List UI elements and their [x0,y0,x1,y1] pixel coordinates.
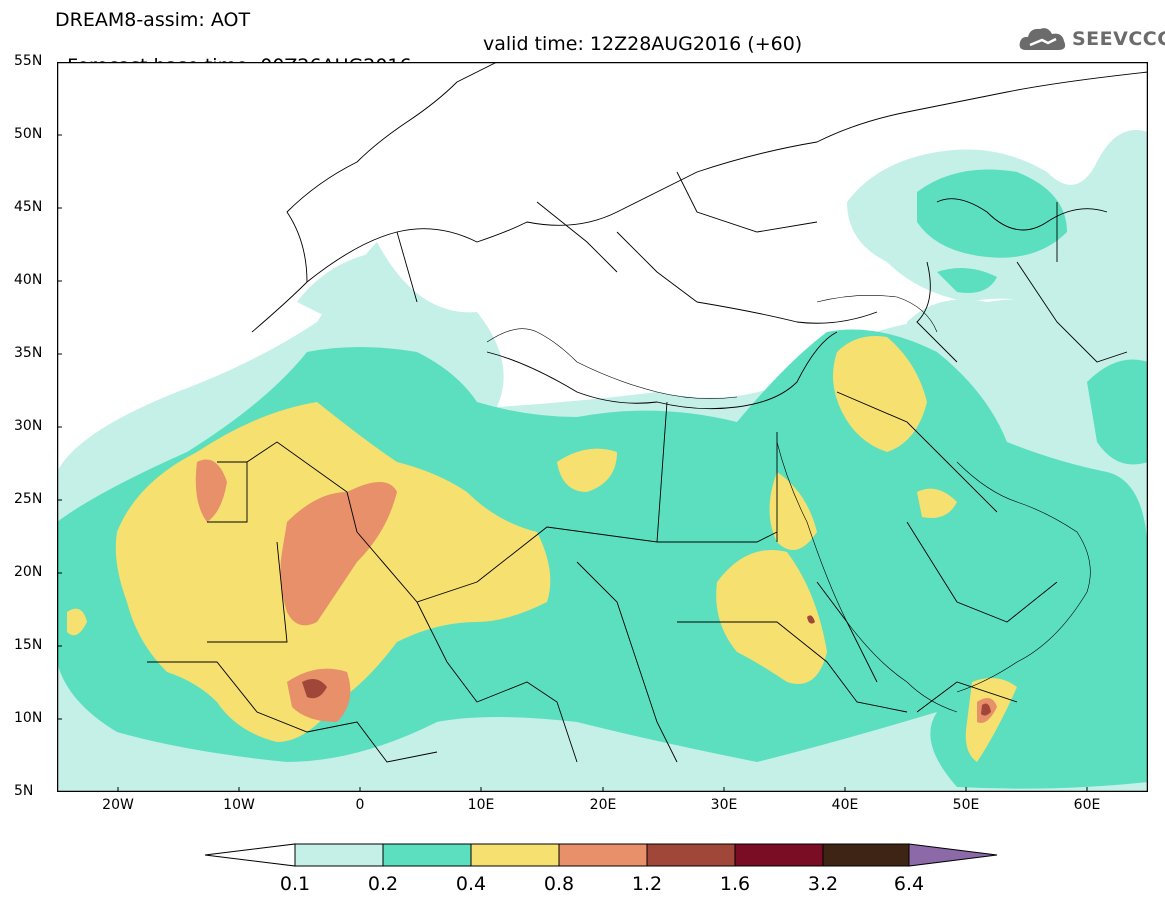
lat-label: 20N [14,564,43,580]
lat-label: 35N [14,345,43,361]
lon-label: 50E [952,797,980,813]
valid-time: valid time: 12Z28AUG2016 (+60) [483,33,803,55]
lon-label: 30E [710,797,738,813]
map-frame [57,62,1148,792]
lat-label: 5N [14,783,34,799]
cloud-icon [1019,28,1066,50]
lat-label: 45N [14,199,43,215]
seevccc-logo: SEEVCCC [1018,22,1165,56]
colorbar-label: 3.2 [807,873,839,895]
lon-label: 10E [467,797,495,813]
lat-label: 55N [14,53,43,69]
colorbar-swatch [294,843,384,867]
lon-label: 60E [1073,797,1101,813]
colorbar-label: 1.2 [631,873,663,895]
colorbar-label: 0.1 [279,873,311,895]
aot-map [57,62,1148,792]
lon-label: 40E [831,797,859,813]
lon-label: 20W [102,797,134,813]
colorbar-swatch [470,843,560,867]
map-title: DREAM8-assim: AOT [55,9,251,31]
coastlines [486,295,1091,713]
lat-label: 10N [14,710,43,726]
lon-label: 0 [355,797,365,813]
lat-label: 40N [14,272,43,288]
colorbar-low-arrow [205,843,296,867]
lat-label: 50N [14,126,43,142]
lat-label: 25N [14,491,43,507]
colorbar-label: 1.6 [719,873,751,895]
country-borders [147,62,1148,763]
colorbar-swatch [646,843,736,867]
lon-label: 10W [223,797,255,813]
logo-text: SEEVCCC [1072,28,1165,50]
lat-label: 30N [14,418,43,434]
lat-label: 15N [14,637,43,653]
colorbar-swatch [558,843,648,867]
colorbar-swatch [822,843,910,867]
colorbar-label: 0.4 [455,873,487,895]
aot-colorbar [205,843,998,867]
colorbar-high-arrow [908,843,998,867]
colorbar-label: 6.4 [893,873,925,895]
lon-label: 20E [589,797,617,813]
colorbar-label: 0.8 [543,873,575,895]
colorbar-swatch [382,843,472,867]
aot-band-1-2 [302,615,991,716]
colorbar-swatch [734,843,824,867]
colorbar-label: 0.2 [367,873,399,895]
